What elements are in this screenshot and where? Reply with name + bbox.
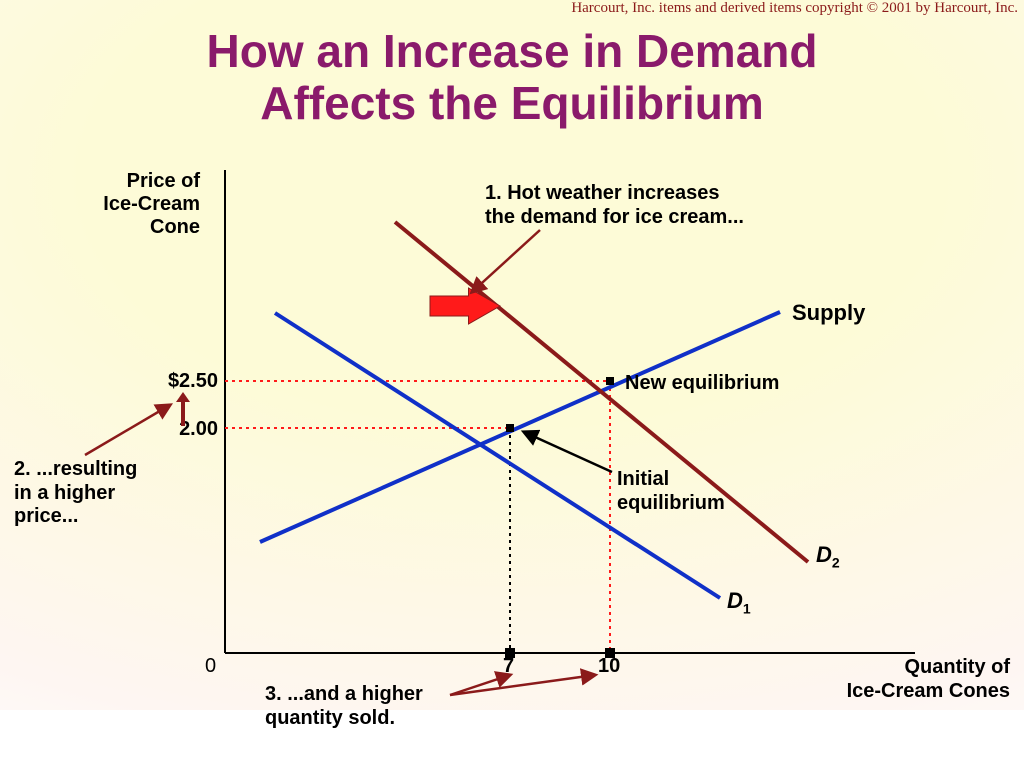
initial-equilibrium-label: Initial equilibrium: [617, 468, 725, 515]
price-up-arrow-icon: [176, 392, 190, 426]
annotation-2-line1: 2. ...resulting: [14, 458, 137, 480]
annotation-2: 2. ...resulting in a higher price...: [14, 458, 137, 529]
initial-equilibrium-arrow: [524, 432, 612, 472]
new-equilibrium-point: [606, 377, 614, 385]
initial-eq-line1: Initial: [617, 468, 669, 490]
y-axis-label-line1: Price of: [127, 170, 200, 192]
annotation-3: 3. ...and a higher quantity sold.: [265, 683, 423, 730]
y-axis-label: Price of Ice-Cream Cone: [60, 170, 200, 239]
annotation-3-line2: quantity sold.: [265, 707, 395, 729]
reference-lines: [225, 381, 610, 653]
page-title: How an Increase in Demand Affects the Eq…: [0, 26, 1024, 129]
x-axis-label-line1: Quantity of: [904, 656, 1010, 678]
annotation-1-line2: the demand for ice cream...: [485, 206, 744, 228]
shift-arrow-icon: [430, 288, 500, 324]
annotation-2-arrow: [85, 405, 170, 455]
annotation-1-line1: 1. Hot weather increases: [485, 182, 720, 204]
qty-tick-marker-7: [505, 648, 515, 658]
y-axis-label-line3: Cone: [150, 216, 200, 238]
y-axis-label-line2: Ice-Cream: [103, 193, 200, 215]
copyright-text: Harcourt, Inc. items and derived items c…: [571, 0, 1018, 17]
annotation-2-line2: in a higher: [14, 482, 115, 504]
d1-line: [275, 313, 720, 598]
initial-equilibrium-point: [506, 424, 514, 432]
annotation-3-line1: 3. ...and a higher: [265, 683, 423, 705]
annotation-3-arrow-to-10: [450, 675, 595, 695]
axes: [225, 170, 915, 653]
x-axis-label-line2: Ice-Cream Cones: [847, 680, 1010, 702]
title-line-1: How an Increase in Demand: [207, 25, 818, 77]
new-equilibrium-label: New equilibrium: [625, 372, 779, 396]
initial-eq-line2: equilibrium: [617, 492, 725, 514]
annotation-1-arrow: [472, 230, 540, 292]
annotation-1: 1. Hot weather increases the demand for …: [485, 182, 744, 229]
qty-tick-marker-10: [605, 648, 615, 658]
title-line-2: Affects the Equilibrium: [260, 77, 763, 129]
annotation-2-line3: price...: [14, 505, 78, 527]
x-axis-label: Quantity of Ice-Cream Cones: [790, 655, 1010, 703]
